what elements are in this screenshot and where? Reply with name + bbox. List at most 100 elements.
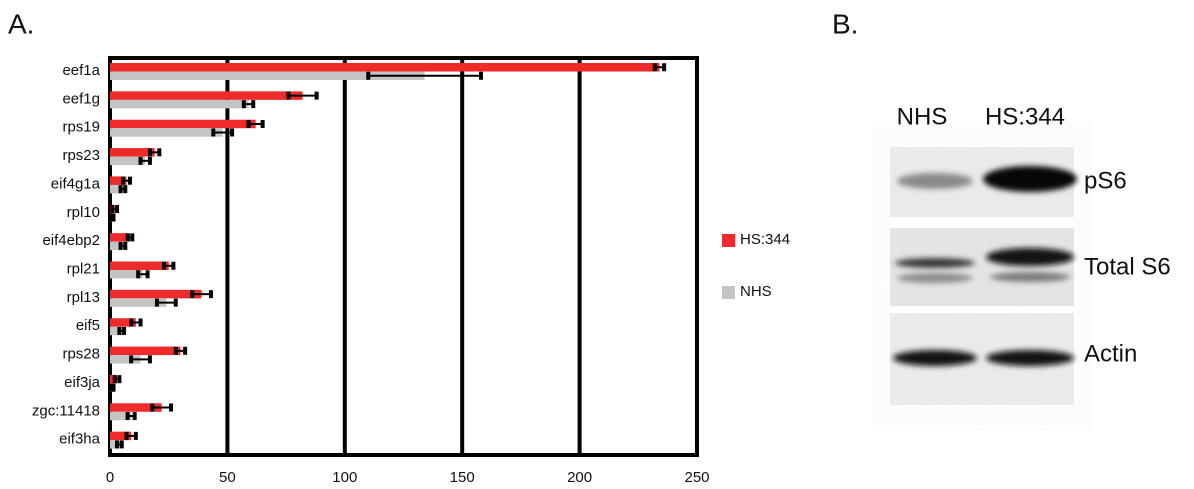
error-bar-part	[129, 318, 133, 326]
error-bar-part	[129, 355, 133, 363]
error-bar-part	[123, 242, 127, 250]
error-bar-part	[162, 262, 166, 270]
error-bar-part	[315, 92, 319, 100]
error-bar-part	[230, 128, 234, 136]
error-bar-part	[126, 412, 130, 420]
error-bar-part	[110, 205, 114, 213]
blot-gap	[890, 306, 1074, 313]
error-bar-part	[174, 299, 178, 307]
y-tick-label: rpl10	[67, 204, 100, 221]
error-bar-part	[123, 185, 127, 193]
bar	[110, 91, 303, 100]
x-tick-label: 50	[219, 469, 236, 486]
error-bar-part	[261, 120, 265, 128]
bar	[110, 262, 169, 271]
error-bar	[109, 384, 115, 392]
x-tick-label: 250	[684, 469, 709, 486]
error-bar-part	[115, 440, 119, 448]
error-bar-part	[130, 233, 134, 241]
plot-frame	[110, 58, 697, 455]
y-tick-label: rps19	[62, 119, 100, 136]
error-bar-part	[171, 262, 175, 270]
x-tick-label: 100	[332, 469, 357, 486]
error-bar-part	[169, 404, 173, 412]
bar	[110, 347, 180, 356]
legend-swatch	[722, 234, 735, 247]
blot-texture	[890, 147, 1074, 405]
error-bar-part	[117, 327, 121, 335]
figure: A. B. NHS HS:344 pS6 Total S6 Actin 0 50 1…	[0, 0, 1194, 489]
y-tick-label: zgc:11418	[32, 402, 100, 419]
error-bar-part	[150, 404, 154, 412]
error-bar-part	[653, 63, 657, 71]
row-label: Actin	[1084, 340, 1137, 367]
error-bar-part	[209, 290, 213, 298]
legend-swatch	[722, 286, 735, 299]
bar	[110, 120, 256, 129]
x-tick-label: 0	[106, 469, 114, 486]
y-tick-label: eif3ja	[64, 374, 101, 391]
y-tick-label: rps23	[62, 147, 100, 164]
error-bar-part	[286, 92, 290, 100]
error-bar-part	[211, 128, 215, 136]
error-bar-part	[183, 347, 187, 355]
error-bar-part	[117, 375, 121, 383]
error-bar-part	[139, 318, 143, 326]
error-bar-part	[112, 214, 116, 222]
error-bar-part	[148, 157, 152, 165]
x-tick-label: 200	[567, 469, 592, 486]
row-label: pS6	[1084, 167, 1127, 194]
bar	[110, 290, 202, 299]
error-bar-part	[126, 233, 130, 241]
legend-label: HS:344	[740, 231, 790, 248]
error-bar-part	[128, 177, 132, 185]
error-bar-part	[120, 440, 124, 448]
error-bar-part	[136, 270, 140, 278]
error-bar-part	[119, 185, 123, 193]
bar	[110, 128, 223, 137]
error-bar-part	[112, 384, 116, 392]
error-bar-part	[174, 347, 178, 355]
error-bar-part	[115, 205, 119, 213]
y-tick-label: rps28	[62, 346, 100, 363]
y-tick-label: eif4g1a	[51, 175, 101, 192]
error-bar-part	[242, 100, 246, 108]
error-bar-part	[247, 120, 251, 128]
y-tick-label: rpl21	[67, 260, 100, 277]
legend-label: NHS	[740, 283, 772, 300]
error-bar-part	[148, 355, 152, 363]
error-bar-part	[479, 72, 483, 80]
blot	[890, 147, 1077, 405]
error-bar-part	[366, 72, 370, 80]
error-bar-part	[133, 412, 137, 420]
panel-label: A.	[8, 8, 34, 39]
error-bar-part	[251, 100, 255, 108]
error-bar-part	[148, 148, 152, 156]
y-tick-label: eef1a	[62, 62, 100, 79]
error-bar-part	[124, 432, 128, 440]
y-tick-label: rpl13	[67, 289, 100, 306]
y-tick-label: eif5	[76, 317, 100, 334]
bar	[110, 100, 249, 109]
y-tick-label: eif4ebp2	[42, 232, 100, 249]
error-bar-part	[190, 290, 194, 298]
y-tick-label: eef1g	[62, 90, 100, 107]
x-tick-label: 150	[450, 469, 475, 486]
error-bar-part	[155, 299, 159, 307]
error-bar-part	[121, 177, 125, 185]
error-bar-part	[134, 432, 138, 440]
lane-label: NHS	[897, 103, 948, 130]
lane-label: HS:344	[985, 103, 1065, 130]
error-bar-part	[662, 63, 666, 71]
error-bar	[109, 214, 115, 222]
error-bar-part	[119, 242, 123, 250]
error-bar-part	[139, 157, 143, 165]
row-label: Total S6	[1084, 253, 1171, 280]
error-bar-part	[146, 270, 150, 278]
blot-gap	[890, 217, 1074, 228]
panel-label: B.	[832, 8, 858, 39]
y-tick-label: eif3ha	[59, 431, 101, 448]
error-bar-part	[157, 148, 161, 156]
error-bar-part	[113, 375, 117, 383]
bar	[110, 63, 659, 72]
